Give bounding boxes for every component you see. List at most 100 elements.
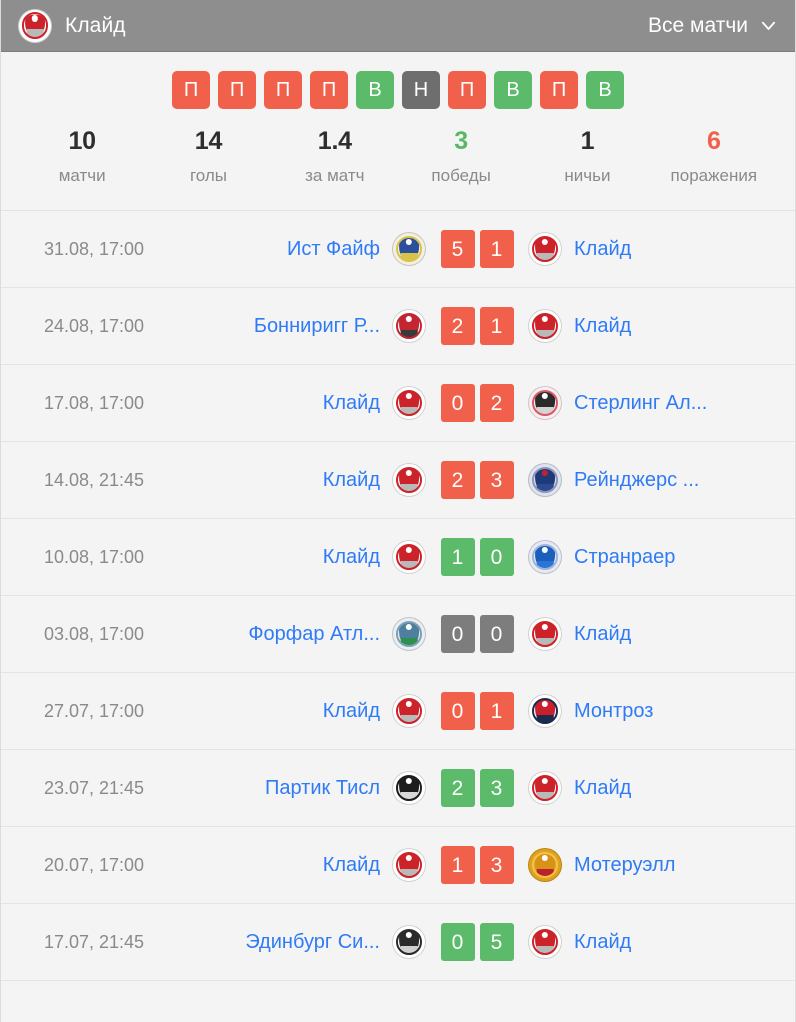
form-badge[interactable]: П: [310, 71, 348, 109]
match-row[interactable]: 17.08, 17:00 Клайд 0 2 Стерлинг Ал...: [1, 365, 795, 443]
home-score[interactable]: 2: [440, 307, 475, 346]
home-team-cell: Эдинбург Си...: [169, 925, 426, 960]
away-team-cell: Странраер: [528, 540, 785, 575]
form-badge[interactable]: В: [586, 71, 624, 109]
away-team-name[interactable]: Монтроз: [574, 699, 654, 722]
home-score[interactable]: 5: [440, 230, 475, 269]
away-team-name[interactable]: Клайд: [574, 930, 632, 953]
match-row[interactable]: 23.07, 21:45 Партик Тисл 2 3 Клайд: [1, 750, 795, 828]
chevron-down-icon[interactable]: [760, 17, 777, 34]
away-team-name[interactable]: Стерлинг Ал...: [574, 391, 708, 414]
away-team-name[interactable]: Клайд: [574, 776, 632, 799]
match-datetime: 31.08, 17:00: [43, 238, 145, 259]
form-badge[interactable]: П: [540, 71, 578, 109]
home-team-name[interactable]: Бонниригг Р...: [253, 314, 380, 337]
home-score[interactable]: 1: [440, 538, 475, 577]
match-row[interactable]: 31.08, 17:00 Ист Файф 5 1 Клайд: [1, 211, 795, 289]
home-team-crest-icon: [392, 463, 426, 498]
away-team-crest-icon: [528, 386, 562, 421]
home-team-crest-icon: [392, 232, 426, 267]
match-row[interactable]: 03.08, 17:00 Форфар Атл... 0 0 Клайд: [1, 596, 795, 674]
match-row[interactable]: 10.08, 17:00 Клайд 1 0 Странраер: [1, 519, 795, 597]
home-team-name[interactable]: Клайд: [322, 853, 380, 876]
header-team-block[interactable]: Клайд: [18, 8, 648, 43]
home-score[interactable]: 0: [440, 615, 475, 654]
home-team-cell: Клайд: [169, 694, 426, 729]
away-score[interactable]: 1: [479, 692, 514, 731]
away-score[interactable]: 3: [479, 769, 514, 808]
home-score[interactable]: 0: [440, 384, 475, 423]
away-team-name[interactable]: Мотеруэлл: [574, 853, 676, 876]
away-team-cell: Клайд: [528, 309, 785, 344]
home-team-cell: Клайд: [169, 540, 426, 575]
clyde-crest-icon: [18, 8, 52, 43]
away-team-crest-icon: [528, 617, 562, 652]
away-score[interactable]: 2: [479, 384, 514, 423]
home-team-crest-icon: [392, 617, 426, 652]
stat-label: поражения: [670, 166, 758, 186]
away-team-name[interactable]: Клайд: [574, 622, 632, 645]
form-badge[interactable]: П: [172, 71, 210, 109]
away-team-name[interactable]: Клайд: [574, 237, 632, 260]
form-badge[interactable]: В: [356, 71, 394, 109]
home-score[interactable]: 0: [440, 692, 475, 731]
stat-label: матчи: [58, 166, 106, 186]
away-score[interactable]: 5: [479, 923, 514, 962]
match-datetime: 20.07, 17:00: [43, 854, 145, 875]
home-team-name[interactable]: Клайд: [322, 391, 380, 414]
home-score[interactable]: 2: [440, 769, 475, 808]
away-team-cell: Монтроз: [528, 694, 785, 729]
match-datetime: 27.07, 17:00: [43, 700, 145, 721]
away-team-name[interactable]: Рейнджерс ...: [574, 468, 700, 491]
away-score[interactable]: 3: [479, 461, 514, 500]
away-score[interactable]: 0: [479, 615, 514, 654]
form-badge[interactable]: П: [218, 71, 256, 109]
match-row[interactable]: 14.08, 21:45 Клайд 2 3 Рейнджерс ...: [1, 442, 795, 520]
match-row[interactable]: 24.08, 17:00 Бонниригг Р... 2 1 Клайд: [1, 288, 795, 366]
stat-value: 6: [706, 127, 721, 155]
stat-label: победы: [431, 166, 491, 186]
form-badge[interactable]: П: [448, 71, 486, 109]
home-score[interactable]: 1: [440, 846, 475, 885]
home-team-name[interactable]: Форфар Атл...: [248, 622, 380, 645]
away-team-name[interactable]: Клайд: [574, 314, 632, 337]
form-badge[interactable]: Н: [402, 71, 440, 109]
away-score[interactable]: 1: [479, 307, 514, 346]
away-team-crest-icon: [528, 463, 562, 498]
home-score[interactable]: 0: [440, 923, 475, 962]
page-title: Клайд: [65, 13, 126, 37]
match-row[interactable]: 27.07, 17:00 Клайд 0 1 Монтроз: [1, 673, 795, 751]
away-score[interactable]: 1: [479, 230, 514, 269]
form-badge[interactable]: В: [494, 71, 532, 109]
home-team-name[interactable]: Партик Тисл: [265, 776, 380, 799]
stat-label: голы: [189, 166, 228, 186]
home-team-name[interactable]: Клайд: [322, 468, 380, 491]
away-score[interactable]: 3: [479, 846, 514, 885]
stat-cell: 14 голы: [145, 126, 271, 186]
away-team-name[interactable]: Странраер: [574, 545, 676, 568]
home-team-name[interactable]: Эдинбург Си...: [245, 930, 380, 953]
home-team-name[interactable]: Клайд: [322, 545, 380, 568]
away-score[interactable]: 0: [479, 538, 514, 577]
home-team-name[interactable]: Ист Файф: [286, 237, 380, 260]
home-team-name[interactable]: Клайд: [322, 699, 380, 722]
match-datetime: 14.08, 21:45: [43, 469, 145, 490]
home-score[interactable]: 2: [440, 461, 475, 500]
match-row[interactable]: 17.07, 21:45 Эдинбург Си... 0 5 Клайд: [1, 904, 795, 982]
home-team-crest-icon: [392, 386, 426, 421]
match-row[interactable]: 20.07, 17:00 Клайд 1 3 Мотеруэлл: [1, 827, 795, 905]
form-badge[interactable]: П: [264, 71, 302, 109]
match-filter-dropdown[interactable]: Все матчи: [648, 14, 777, 38]
season-stats-row: 10 матчи 14 голы 1.4 за матч 3 победы 1 ничьи 6 пор…: [1, 123, 795, 212]
